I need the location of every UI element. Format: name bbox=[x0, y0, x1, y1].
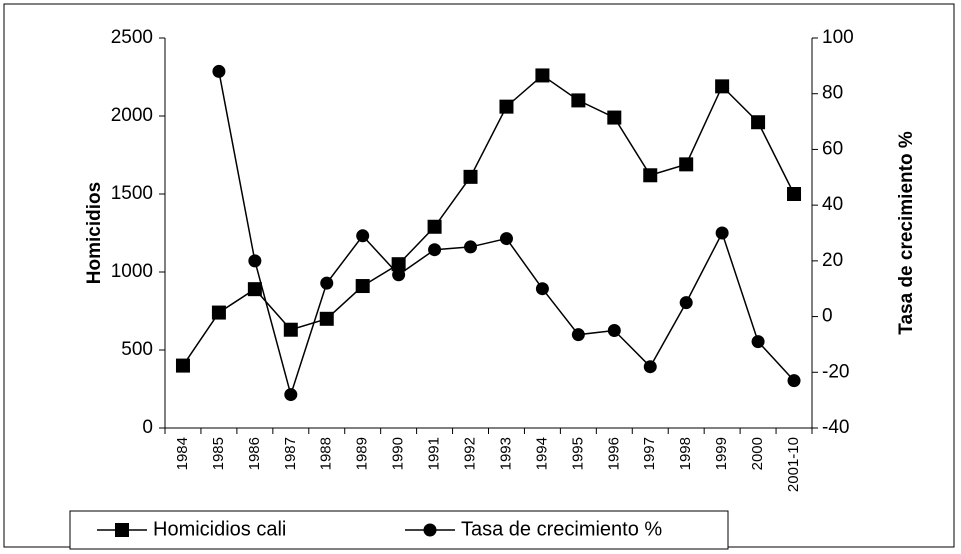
data-point bbox=[427, 219, 442, 234]
data-point bbox=[283, 322, 298, 337]
x-tick-label: 1996 bbox=[605, 437, 622, 470]
x-tick-label: 1984 bbox=[174, 437, 191, 470]
y2-tick-label: -40 bbox=[822, 417, 849, 438]
x-tick-label: 1988 bbox=[318, 437, 335, 470]
x-tick-label: 1998 bbox=[677, 437, 694, 470]
data-point bbox=[392, 268, 406, 282]
data-point bbox=[320, 276, 334, 290]
y2-tick-label: 20 bbox=[822, 250, 843, 271]
y2-tick-label: 100 bbox=[822, 27, 854, 48]
data-point bbox=[499, 99, 514, 114]
y2-tick-label: 60 bbox=[822, 138, 843, 159]
y2-tick-label: 80 bbox=[822, 83, 843, 104]
data-point bbox=[499, 232, 513, 246]
y2-tick-label: 0 bbox=[822, 306, 833, 327]
x-tick-label: 1985 bbox=[210, 437, 227, 470]
data-point bbox=[464, 240, 478, 254]
x-tick-label: 1999 bbox=[713, 437, 730, 470]
data-point bbox=[751, 115, 766, 130]
data-point bbox=[643, 360, 657, 374]
x-tick-label: 1993 bbox=[497, 437, 514, 470]
y2-tick-label: -20 bbox=[822, 361, 849, 382]
data-point bbox=[715, 79, 730, 94]
y-tick-label: 1000 bbox=[111, 261, 153, 282]
data-point bbox=[571, 93, 586, 108]
data-point bbox=[428, 243, 442, 257]
data-point bbox=[175, 358, 190, 373]
data-point bbox=[643, 168, 658, 183]
data-point bbox=[463, 169, 478, 184]
y2-axis-title: Tasa de crecimiento % bbox=[896, 131, 917, 335]
x-tick-label: 1991 bbox=[426, 437, 443, 470]
y-tick-label: 500 bbox=[121, 339, 153, 360]
data-point bbox=[247, 282, 262, 297]
y-tick-label: 1500 bbox=[111, 183, 153, 204]
y2-tick-label: 40 bbox=[822, 194, 843, 215]
x-tick-label: 1989 bbox=[354, 437, 371, 470]
x-tick-label: 1990 bbox=[390, 437, 407, 470]
x-tick-label: 1994 bbox=[533, 437, 550, 470]
legend-marker bbox=[115, 523, 129, 537]
data-point bbox=[535, 282, 549, 296]
x-tick-label: 1995 bbox=[569, 437, 586, 470]
series-line bbox=[182, 74, 795, 367]
data-point bbox=[284, 388, 298, 402]
y-tick-label: 0 bbox=[142, 417, 153, 438]
data-point bbox=[355, 279, 370, 294]
x-tick-label: 1986 bbox=[246, 437, 263, 470]
legend-box bbox=[69, 510, 729, 550]
legend-label: Homicidios cali bbox=[153, 518, 286, 540]
x-tick-label: 2000 bbox=[749, 437, 766, 470]
y-tick-label: 2500 bbox=[111, 27, 153, 48]
data-point bbox=[391, 257, 406, 272]
data-point bbox=[679, 296, 693, 310]
legend-marker bbox=[423, 523, 437, 537]
legend-label: Tasa de crecimiento % bbox=[461, 518, 662, 540]
x-tick-label: 2001-10 bbox=[785, 437, 802, 492]
data-point bbox=[679, 157, 694, 172]
data-point bbox=[535, 68, 550, 83]
data-point bbox=[607, 110, 622, 125]
data-point bbox=[787, 187, 802, 201]
data-point bbox=[607, 324, 621, 337]
data-point bbox=[715, 226, 729, 240]
data-point bbox=[571, 328, 585, 342]
y-tick-label: 2000 bbox=[111, 105, 153, 126]
x-tick-label: 1987 bbox=[282, 437, 299, 470]
x-tick-label: 1992 bbox=[461, 437, 478, 470]
x-tick-label: 1997 bbox=[641, 437, 658, 470]
data-point bbox=[787, 374, 801, 388]
data-point bbox=[212, 64, 226, 78]
data-point bbox=[319, 311, 334, 326]
data-point bbox=[356, 229, 370, 243]
data-point bbox=[211, 305, 226, 320]
data-point bbox=[751, 335, 765, 349]
y-axis-title: Homicidios bbox=[84, 182, 105, 284]
data-point bbox=[248, 254, 262, 268]
